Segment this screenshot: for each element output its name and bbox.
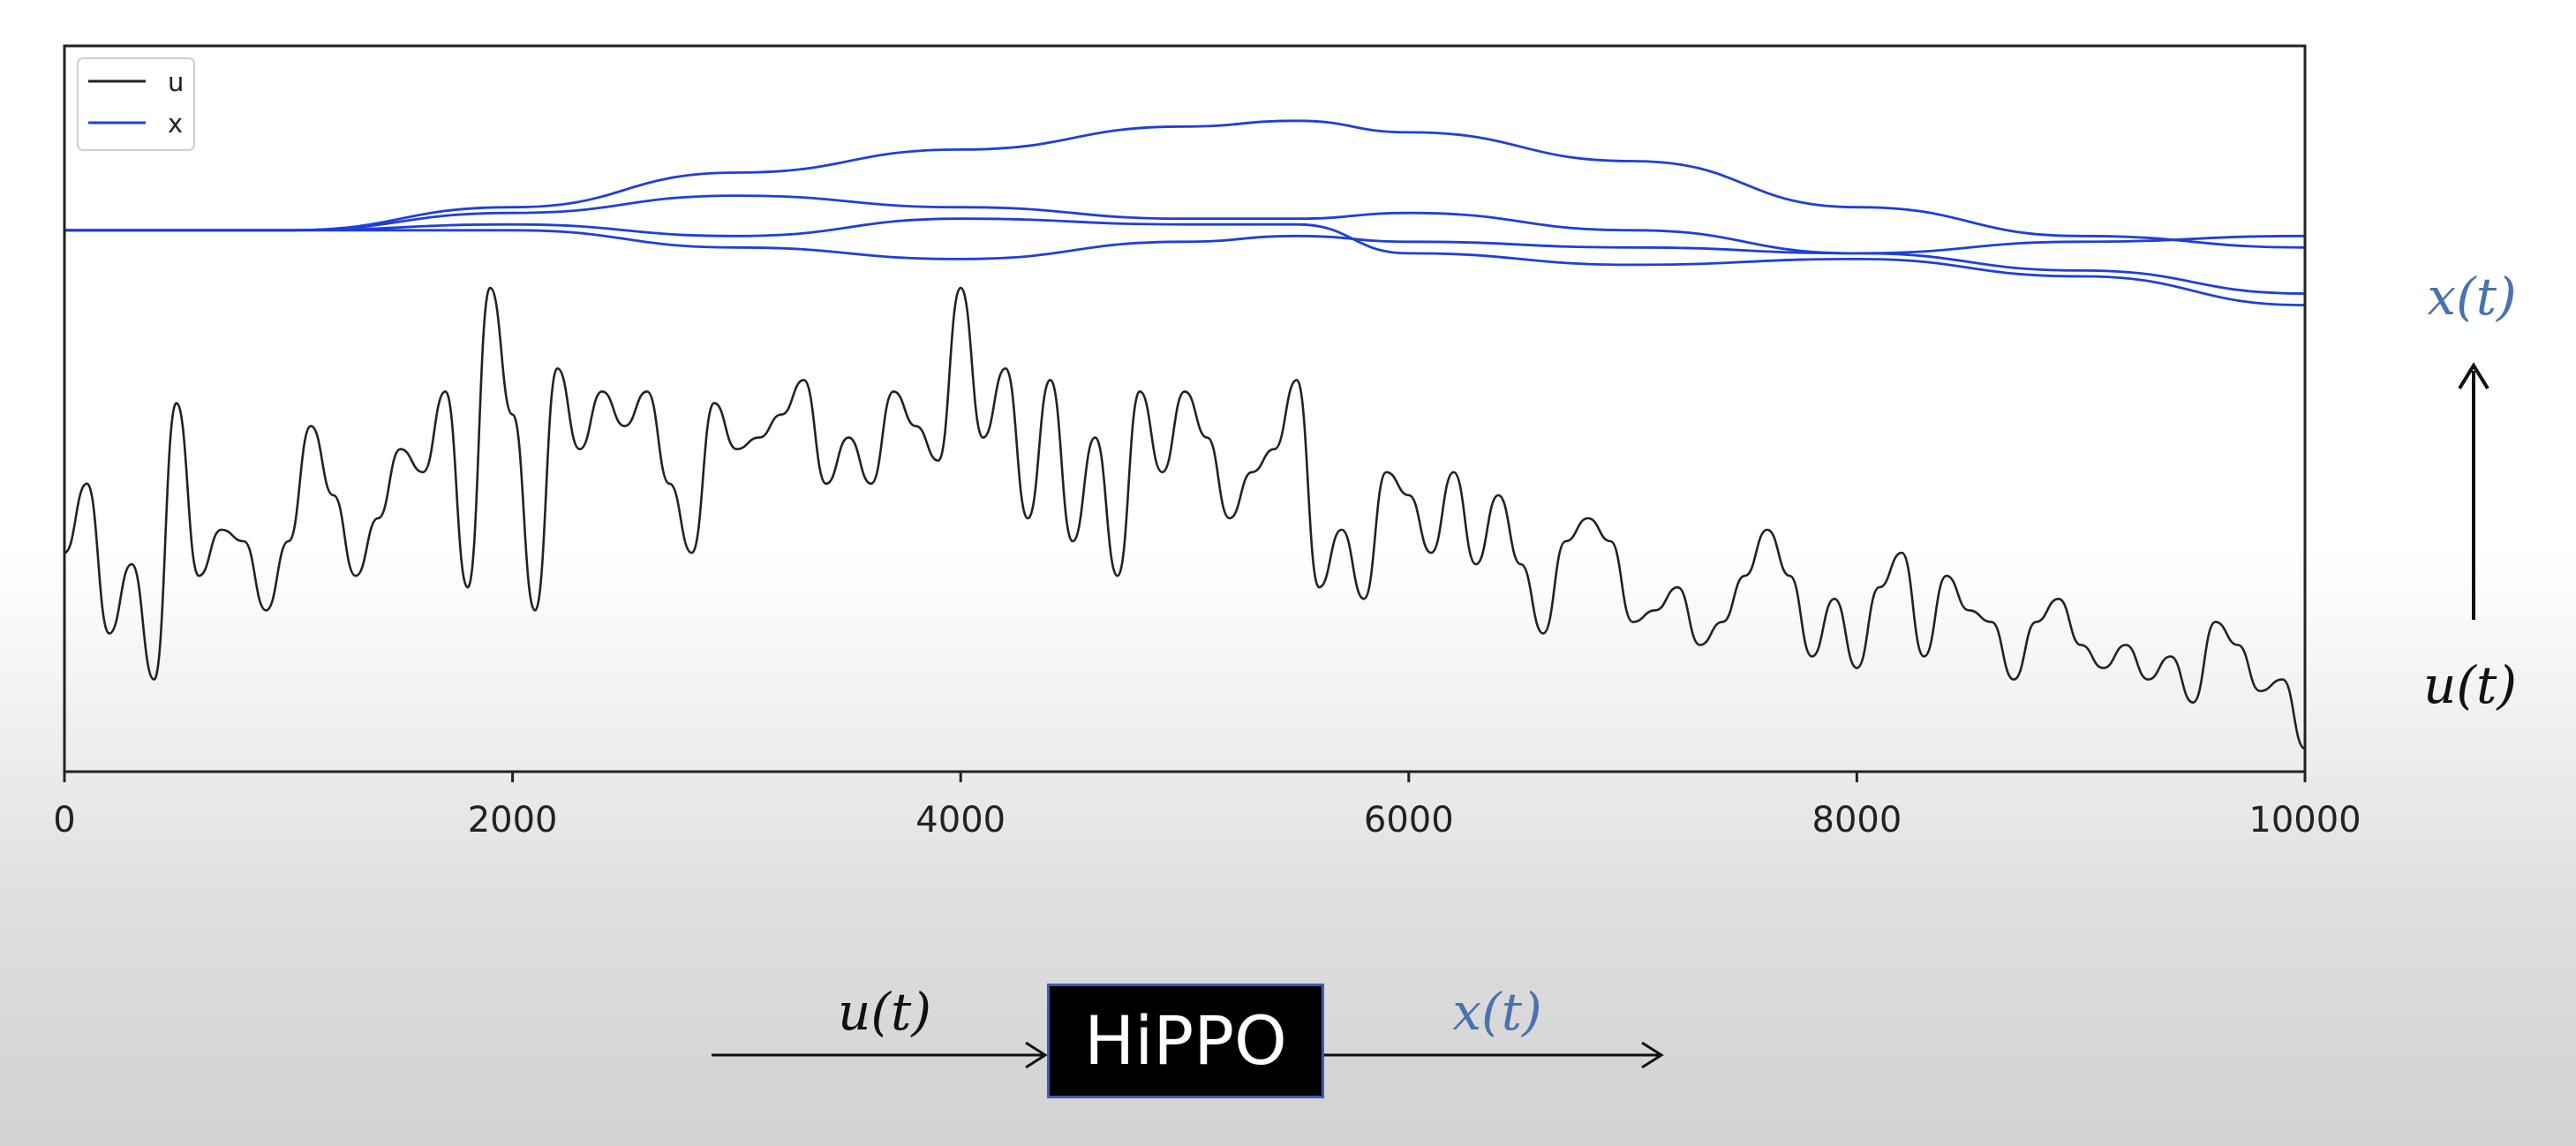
legend-label-u: u [168, 67, 184, 97]
hippo-label: HiPPO [1084, 1001, 1287, 1080]
x-tick-label-0: 0 [53, 800, 75, 841]
legend: u x [77, 57, 195, 151]
right-annotation: x(t) u(t) [2423, 267, 2517, 715]
flow-output-label: x(t) [1452, 982, 1541, 1042]
right-x-label: x(t) [2427, 267, 2516, 327]
x-tick-label-1: 2000 [468, 800, 558, 841]
x-tick-label-5: 10000 [2248, 800, 2361, 841]
series-line-x-2 [64, 194, 2306, 295]
up-arrow-head [2458, 362, 2489, 390]
x-axis: 0 2000 4000 6000 8000 10000 [53, 772, 2361, 841]
flow-diagram: u(t) x(t) [712, 982, 1664, 1069]
x-tick-label-2: 4000 [915, 800, 1006, 841]
input-arrow-head [1025, 1041, 1048, 1069]
plot-lines [64, 119, 2306, 750]
series-line-x-3 [64, 217, 2306, 306]
x-tick-label-3: 6000 [1364, 800, 1454, 841]
plot-frame [63, 44, 2307, 773]
right-u-label: u(t) [2423, 655, 2517, 715]
series-line-u-0 [64, 286, 2306, 750]
hippo-block: HiPPO [1047, 984, 1324, 1098]
output-arrow-head [1641, 1041, 1664, 1069]
x-tick-label-4: 8000 [1812, 800, 1902, 841]
flow-input-label: u(t) [838, 982, 931, 1042]
series-line-x-1 [64, 119, 2306, 249]
series-line-x-4 [64, 229, 2306, 260]
legend-label-x: x [168, 109, 183, 139]
